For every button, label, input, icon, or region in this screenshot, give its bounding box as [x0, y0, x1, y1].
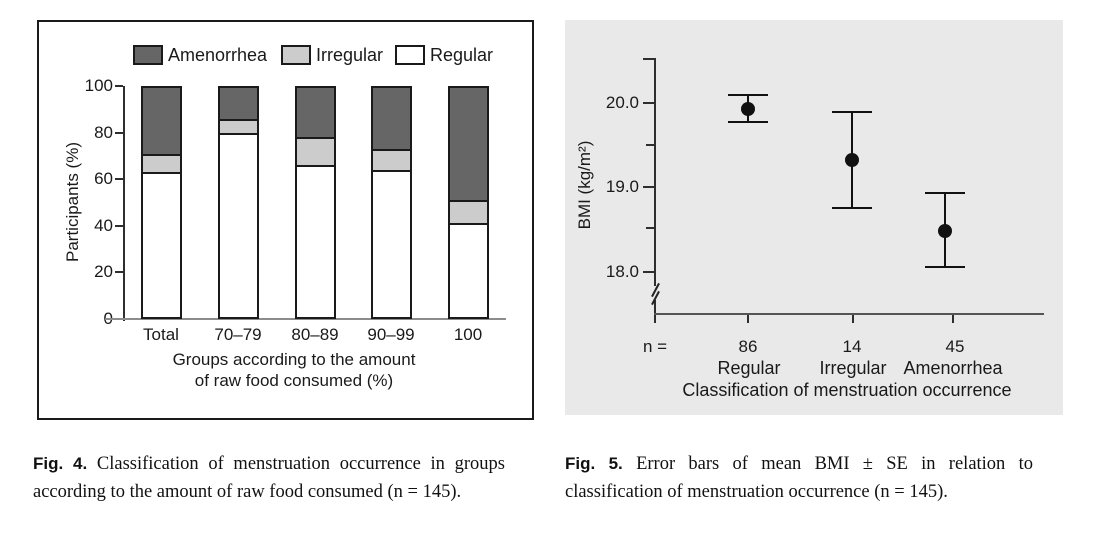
legend-item-irregular: Irregular [281, 44, 383, 66]
fig4-category-label: 80–89 [291, 325, 339, 344]
fig5-y-axis-upper [654, 58, 656, 286]
fig4-ytick-label: 80 [94, 123, 113, 142]
amenorrhea-swatch-icon [133, 45, 163, 65]
mean-point [741, 101, 755, 116]
fig4-category-label: 100 [453, 325, 483, 344]
fig4-ytick-label: 40 [94, 216, 113, 235]
fig5-category-label: Regular [717, 358, 781, 378]
fig4-y-axis [123, 86, 125, 321]
fig4-y-axis-title: Participants (%) [63, 142, 82, 262]
fig5-n-value: 45 [945, 337, 965, 356]
figure-4-caption: Fig. 4. Classification of menstruation o… [33, 450, 505, 506]
fig5-n-value: 86 [738, 337, 758, 356]
error-bar-cap-upper [832, 111, 872, 114]
legend-label-regular: Regular [430, 45, 494, 65]
fig5-y-axis-lower [654, 300, 656, 315]
figure-4-chart-box: Amenorrhea Irregular Regular 100 80 60 4… [37, 20, 534, 420]
fig5-plot-area: 20.0 19.0 18.0 n = 86 14 45 Regular Irre… [565, 20, 1063, 415]
error-bar-cap-lower [728, 121, 768, 124]
irregular-swatch-icon [281, 45, 311, 65]
fig5-ytick-top [643, 58, 654, 60]
error-bar-cap-upper [728, 93, 768, 96]
fig5-ytick-label: 19.0 [605, 177, 639, 196]
legend-item-regular: Regular [395, 44, 493, 66]
fig4-category-label: 70–79 [214, 325, 262, 344]
fig5-ytick-major [643, 271, 654, 273]
fig4-ytick [115, 225, 123, 227]
bar-segment-amenorrhea [296, 88, 334, 140]
fig5-ytick-major [643, 102, 654, 104]
fig5-x-axis-title: Classification of menstruation occurrenc… [682, 380, 1012, 400]
error-bar-cap-upper [925, 192, 965, 195]
fig4-ytick [115, 85, 123, 87]
fig4-x-axis-title-line1: Groups according to the amount [172, 350, 416, 369]
figure-5-caption-label: Fig. 5. [565, 454, 623, 473]
figure-4-caption-text: Classification of menstruation occurrenc… [33, 454, 505, 502]
stacked-bar-70–79 [217, 86, 259, 319]
legend-label-irregular: Irregular [316, 45, 384, 65]
fig5-ytick-major [643, 186, 654, 188]
figure-5-caption: Fig. 5. Error bars of mean BMI ± SE in r… [565, 450, 1033, 506]
figure-4-caption-label: Fig. 4. [33, 454, 88, 473]
fig5-y-axis-title: BMI (kg/m²) [575, 140, 594, 230]
bar-segment-irregular [142, 155, 180, 175]
bar-segment-amenorrhea [142, 88, 180, 156]
regular-swatch-icon [395, 45, 425, 65]
legend-item-amenorrhea: Amenorrhea [133, 44, 267, 66]
fig5-ytick-label: 18.0 [605, 262, 639, 281]
fig4-x-axis [105, 318, 506, 320]
fig4-category-label: Total [143, 325, 179, 344]
stacked-bar-80–89 [294, 86, 336, 319]
fig4-x-axis-title-line2: of raw food consumed (%) [194, 371, 394, 390]
figure-5-chart-panel: 20.0 19.0 18.0 n = 86 14 45 Regular Irre… [565, 20, 1063, 415]
fig4-ytick [115, 271, 123, 273]
bar-segment-amenorrhea [372, 88, 410, 151]
fig5-category-label: Irregular [819, 358, 887, 378]
stacked-bar-Total [140, 86, 182, 319]
mean-point [938, 223, 952, 238]
fig5-n-label: n = [643, 337, 668, 356]
bar-segment-irregular [296, 139, 334, 168]
bar-segment-irregular [449, 202, 487, 226]
stacked-bar-90–99 [370, 86, 412, 319]
bar-segment-amenorrhea [219, 88, 257, 121]
fig4-plot-area: 100 80 60 40 20 0 Total 70–79 80–89 90–9… [39, 22, 532, 418]
figure-5-caption-text: Error bars of mean BMI ± SE in relation … [565, 454, 1033, 502]
fig5-category-label: Amenorrhea [903, 358, 1003, 378]
fig4-ytick-label: 100 [84, 76, 113, 95]
bar-segment-irregular [372, 150, 410, 172]
fig4-ytick-label: 20 [94, 262, 113, 281]
mean-point [845, 152, 859, 167]
error-bar-cap-lower [925, 265, 965, 268]
fig5-xtick [852, 315, 854, 323]
fig4-ytick [115, 178, 123, 180]
fig5-xtick [747, 315, 749, 323]
fig4-ytick [115, 132, 123, 134]
fig5-x-axis [654, 313, 1044, 315]
fig5-ytick-minor [646, 227, 654, 229]
stacked-bar-100 [447, 86, 489, 319]
bar-segment-amenorrhea [449, 88, 487, 203]
fig5-n-value: 14 [842, 337, 862, 356]
fig4-ytick-label: 60 [94, 169, 113, 188]
fig5-xtick [654, 315, 656, 323]
bar-segment-irregular [219, 120, 257, 135]
fig5-xtick [952, 315, 954, 323]
legend-label-amenorrhea: Amenorrhea [168, 45, 268, 65]
fig5-ytick-label: 20.0 [605, 93, 639, 112]
fig4-category-label: 90–99 [367, 325, 415, 344]
error-bar-cap-lower [832, 206, 872, 209]
fig5-ytick-minor [646, 144, 654, 146]
